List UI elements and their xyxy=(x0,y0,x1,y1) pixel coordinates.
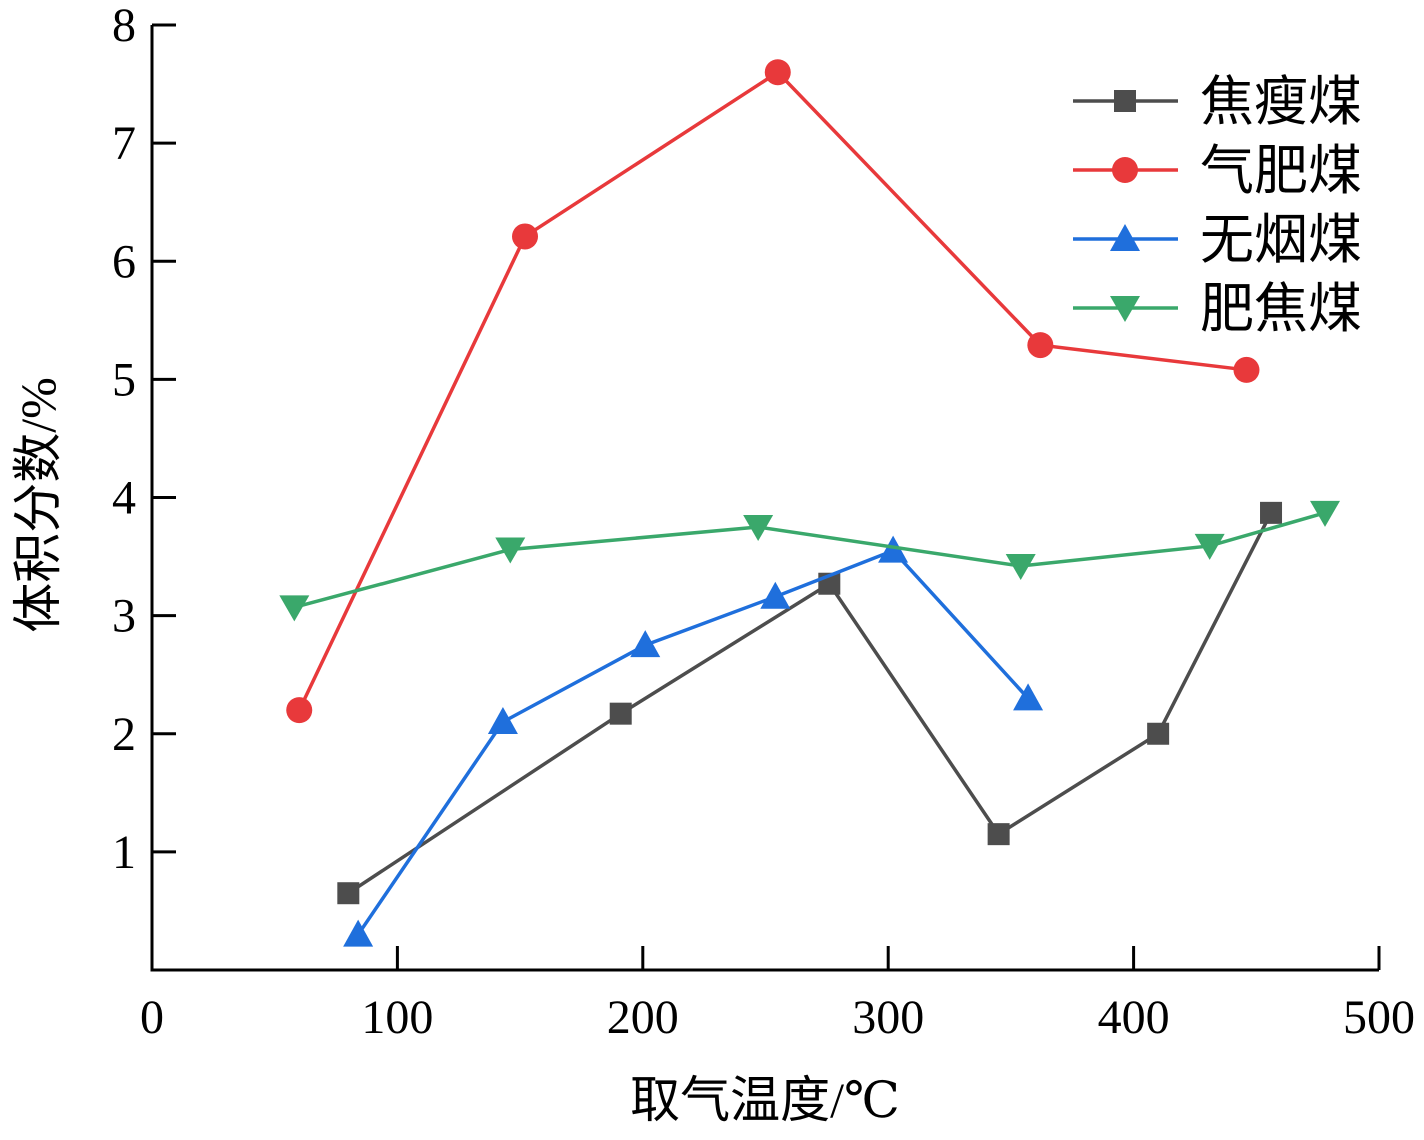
data-point xyxy=(512,223,539,250)
data-point xyxy=(878,535,909,563)
legend-marker xyxy=(1110,296,1140,322)
x-tick-label: 0 xyxy=(140,991,164,1044)
x-tick-label: 500 xyxy=(1343,991,1415,1044)
y-tick-label: 8 xyxy=(112,0,136,52)
data-point xyxy=(1260,501,1283,524)
x-tick-label: 300 xyxy=(852,991,924,1044)
x-tick-label: 200 xyxy=(607,991,679,1044)
legend-item: 无烟煤 xyxy=(1073,210,1362,270)
data-point xyxy=(286,697,313,724)
data-point xyxy=(337,882,360,905)
legend-label: 气肥煤 xyxy=(1200,141,1362,201)
data-point xyxy=(1194,533,1225,560)
x-tick-label: 400 xyxy=(1098,991,1170,1044)
y-tick-label: 4 xyxy=(112,472,136,525)
legend-label: 无烟煤 xyxy=(1200,210,1362,270)
series-line xyxy=(356,548,1030,936)
y-tick-label: 7 xyxy=(112,117,136,170)
series-1 xyxy=(337,501,1283,905)
data-point xyxy=(343,919,374,947)
data-point xyxy=(1005,554,1036,581)
y-tick-label: 5 xyxy=(112,353,136,406)
x-tick-label: 100 xyxy=(361,991,433,1044)
legend-label: 肥焦煤 xyxy=(1200,279,1362,339)
series-line xyxy=(293,511,1326,610)
data-point xyxy=(630,630,661,658)
axes: 0 100 200 300 400 500 1 2 3 4 5 6 7 8 xyxy=(112,0,1415,1044)
data-point xyxy=(1310,500,1341,527)
legend-label: 焦瘦煤 xyxy=(1200,72,1362,132)
data-point xyxy=(760,581,791,609)
legend-item: 肥焦煤 xyxy=(1073,279,1362,339)
data-point xyxy=(487,706,518,734)
data-point xyxy=(1233,356,1260,383)
data-point xyxy=(1027,332,1054,359)
series-group xyxy=(279,59,1341,947)
y-tick-label: 3 xyxy=(112,590,136,643)
series-line xyxy=(347,512,1273,895)
y-tick-label: 2 xyxy=(112,708,136,761)
data-point xyxy=(495,537,526,564)
series-line xyxy=(297,69,1247,711)
data-point xyxy=(1147,722,1170,745)
data-point xyxy=(1013,683,1044,711)
legend-marker xyxy=(1114,90,1136,112)
y-axis-title: 体积分数/% xyxy=(10,377,66,633)
legend-marker xyxy=(1110,224,1140,251)
series-3 xyxy=(343,535,1044,947)
y-tick-label: 6 xyxy=(112,235,136,288)
data-point xyxy=(764,59,791,86)
data-point xyxy=(743,515,774,542)
series-4 xyxy=(279,500,1341,622)
data-point xyxy=(609,702,632,725)
x-axis-title: 取气温度/℃ xyxy=(630,1072,900,1128)
legend-item: 焦瘦煤 xyxy=(1073,72,1362,132)
legend-marker xyxy=(1112,157,1138,183)
y-tick-label: 1 xyxy=(112,826,136,879)
data-point xyxy=(279,595,310,622)
series-2 xyxy=(286,59,1260,724)
legend-item: 气肥煤 xyxy=(1073,141,1362,201)
data-point xyxy=(987,823,1010,846)
